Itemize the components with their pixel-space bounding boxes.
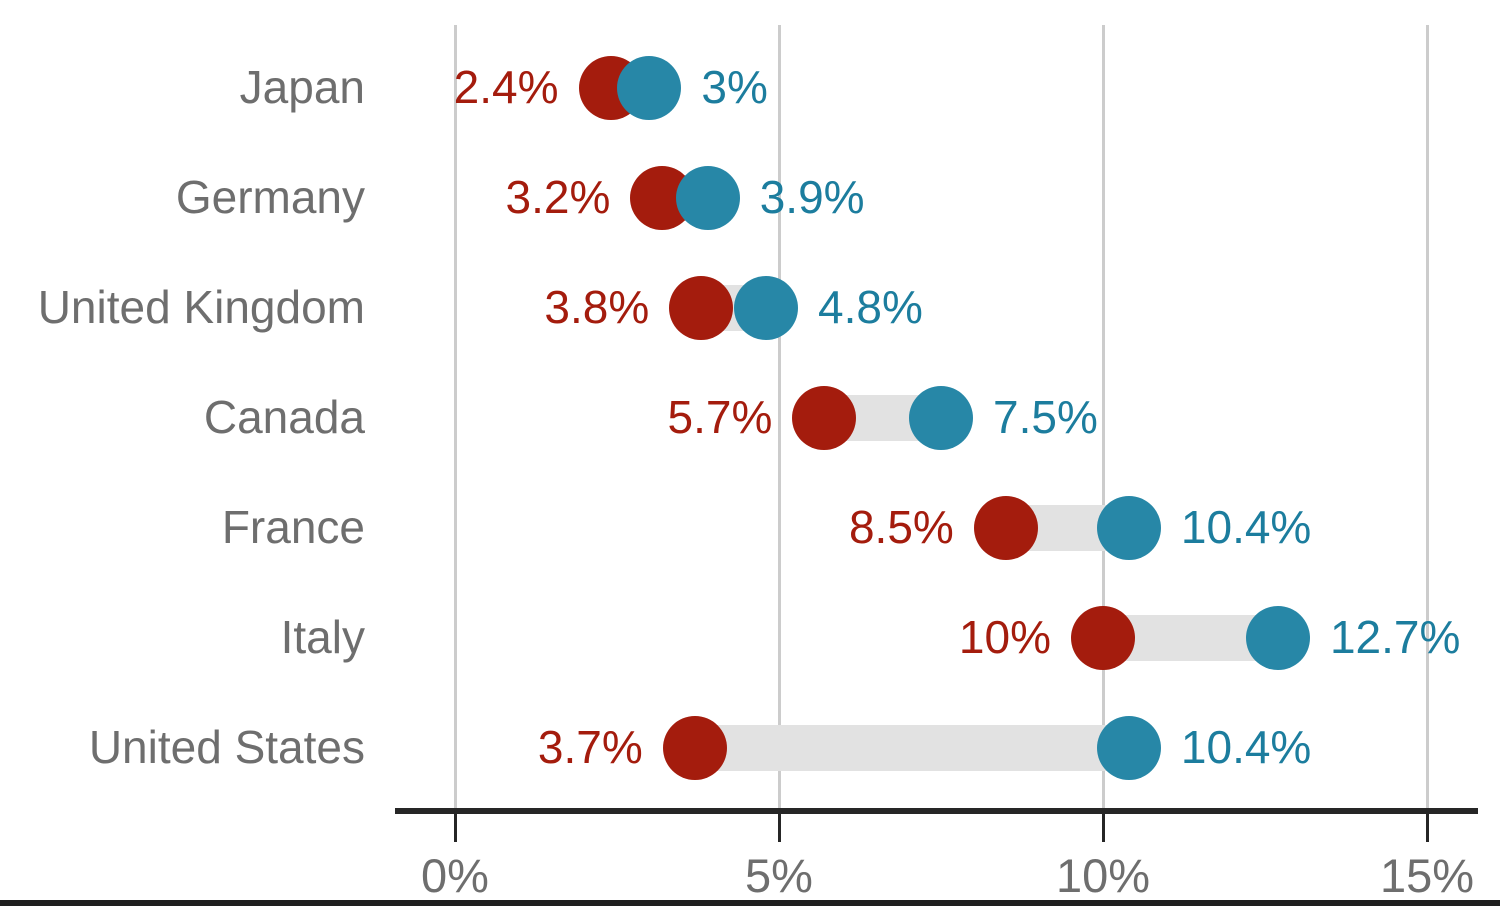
low-value-dot [662, 716, 727, 780]
high-value-dot [1245, 606, 1310, 670]
category-label: Germany [175, 171, 365, 223]
x-axis-line [395, 808, 1478, 814]
low-value-label: 3.2% [505, 171, 611, 223]
low-value-label: 2.4% [453, 61, 559, 113]
high-value-label: 3.9% [759, 171, 865, 223]
low-value-label: 5.7% [667, 391, 773, 443]
high-value-label: 7.5% [993, 391, 1098, 443]
gridline-10% [1101, 25, 1105, 808]
high-value-dot [675, 166, 740, 230]
low-value-label: 3.7% [537, 721, 643, 773]
category-label: Italy [280, 611, 365, 663]
category-label: United Kingdom [37, 281, 365, 333]
x-axis-tick [1425, 814, 1429, 842]
high-value-dot [734, 276, 799, 340]
gridline-5% [777, 25, 781, 808]
x-axis-tick-label: 5% [745, 849, 813, 902]
high-value-label: 4.8% [818, 281, 923, 333]
x-axis-tick [777, 814, 781, 842]
high-value-label: 10.4% [1180, 721, 1312, 773]
x-axis-tick [453, 814, 457, 842]
low-value-dot [1071, 606, 1135, 670]
high-value-label: 10.4% [1180, 501, 1312, 553]
dumbbell-connector [694, 725, 1129, 771]
x-axis-tick-label: 15% [1379, 849, 1475, 902]
high-value-label: 12.7% [1329, 611, 1461, 663]
gridline-0% [453, 25, 457, 808]
high-value-dot [1096, 716, 1161, 780]
low-value-dot [669, 276, 734, 340]
x-axis-tick-label: 10% [1055, 849, 1151, 902]
bottom-border-line [0, 900, 1500, 906]
high-value-dot [1096, 496, 1161, 560]
low-value-dot [973, 496, 1038, 560]
low-value-label: 10% [958, 611, 1051, 663]
low-value-label: 8.5% [848, 501, 954, 553]
low-value-dot [792, 386, 857, 450]
category-label: United States [88, 721, 365, 773]
high-value-label: 3% [701, 61, 768, 113]
gridline-15% [1425, 25, 1429, 808]
x-axis-tick [1101, 814, 1105, 842]
category-label: Japan [239, 61, 365, 113]
category-label: Canada [203, 391, 365, 443]
low-value-label: 3.8% [544, 281, 650, 333]
high-value-dot [617, 56, 682, 120]
x-axis-tick-label: 0% [421, 849, 489, 902]
high-value-dot [909, 386, 973, 450]
category-label: France [221, 501, 365, 553]
